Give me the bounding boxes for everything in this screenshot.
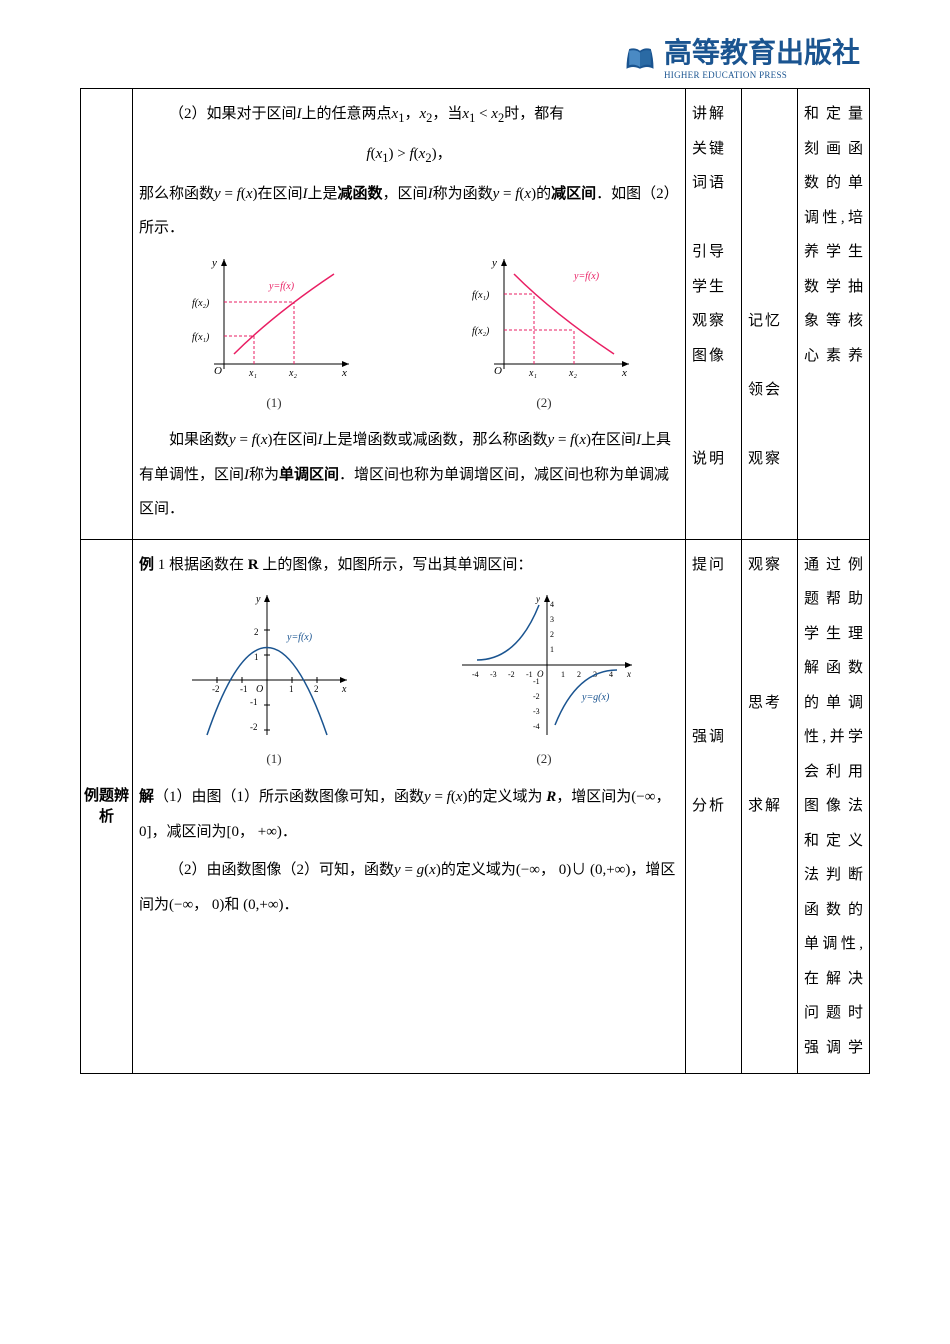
svg-text:1: 1 (254, 652, 259, 662)
publisher-name-en: HIGHER EDUCATION PRESS (664, 70, 860, 80)
svg-text:2: 2 (314, 684, 319, 694)
svg-text:y=f(x): y=f(x) (573, 271, 600, 282)
logo-text-block: 高等教育出版社 HIGHER EDUCATION PRESS (664, 40, 860, 80)
note-col: 和定量刻画函数的单调性,培养学生数学抽象等核心素养 (798, 89, 870, 540)
parabola-graph: O x y -2 -1 1 2 1 2 -1 -2 y=f(x) (182, 590, 352, 740)
svg-text:-4: -4 (533, 722, 540, 731)
fig-label: (1) (266, 388, 281, 418)
svg-text:1: 1 (289, 684, 294, 694)
student-col: 记忆 领会 观察 (742, 89, 798, 540)
svg-text:2: 2 (254, 627, 259, 637)
svg-text:-4: -4 (472, 670, 479, 679)
decreasing-graph: O x y y=f(x) x₁ x₂ f(x₁) f(x₂) (464, 254, 634, 384)
svg-text:4: 4 (609, 670, 613, 679)
publisher-name-cn: 高等教育出版社 (664, 40, 860, 68)
teacher-col: 提问 强调 分析 (686, 539, 742, 1074)
svg-text:-1: -1 (240, 684, 248, 694)
svg-text:y: y (255, 594, 261, 605)
row-label-empty (81, 89, 133, 540)
svg-text:y: y (535, 594, 540, 604)
svg-text:-1: -1 (250, 697, 258, 707)
solution-1: 解（1）由图（1）所示函数图像可知，函数y = f(x)的定义域为 R，增区间为… (139, 780, 679, 849)
svg-text:-2: -2 (508, 670, 515, 679)
svg-text:x: x (341, 684, 347, 695)
definition-cell: （2）如果对于区间I上的任意两点x1，x2，当x1 < x2时，都有 f(x1)… (133, 89, 686, 540)
book-icon (622, 40, 658, 76)
svg-text:x: x (621, 367, 627, 379)
svg-text:x₁: x₁ (528, 368, 537, 379)
example-statement: 例 1 根据函数在 R 上的图像，如图所示，写出其单调区间： (139, 548, 679, 583)
svg-text:-2: -2 (533, 692, 540, 701)
svg-text:3: 3 (550, 615, 554, 624)
svg-text:f(x₂): f(x₂) (192, 298, 210, 309)
svg-text:O: O (256, 684, 263, 695)
row-label: 例题辨析 (81, 539, 133, 1074)
page-header: 高等教育出版社 HIGHER EDUCATION PRESS (80, 40, 870, 80)
inequality: f(x1) > f(x2)， (139, 137, 679, 173)
table-row: 例题辨析 例 1 根据函数在 R 上的图像，如图所示，写出其单调区间： O x … (81, 539, 870, 1074)
publisher-logo: 高等教育出版社 HIGHER EDUCATION PRESS (622, 40, 860, 80)
svg-text:O: O (214, 365, 222, 377)
increasing-graph: O x y y=f(x) x₁ x₂ f(x₁) f(x₂) (184, 254, 354, 384)
svg-text:y: y (211, 257, 217, 269)
svg-text:2: 2 (577, 670, 581, 679)
svg-text:y=f(x): y=f(x) (286, 632, 313, 643)
figure-row-1: O x y y=f(x) x₁ x₂ f(x₁) f(x₂) (139, 254, 679, 384)
svg-text:y=f(x): y=f(x) (268, 281, 295, 292)
svg-text:f(x₂): f(x₂) (472, 326, 490, 337)
fig-label: (1) (266, 744, 281, 774)
teacher-col: 讲解关键词语 引导学生观察图像 说明 (686, 89, 742, 540)
def-line-1: （2）如果对于区间I上的任意两点x1，x2，当x1 < x2时，都有 (139, 97, 679, 133)
cubic-graph: O x y -4-3-2-1 1234 1234 -1-2-3-4 y=g(x) (457, 590, 637, 740)
table-row: （2）如果对于区间I上的任意两点x1，x2，当x1 < x2时，都有 f(x1)… (81, 89, 870, 540)
svg-text:x: x (626, 669, 631, 679)
svg-text:1: 1 (550, 645, 554, 654)
student-col: 观察 思考 求解 (742, 539, 798, 1074)
svg-text:2: 2 (550, 630, 554, 639)
example-cell: 例 1 根据函数在 R 上的图像，如图所示，写出其单调区间： O x y -2 -… (133, 539, 686, 1074)
svg-text:y=g(x): y=g(x) (581, 692, 610, 703)
svg-text:x₂: x₂ (568, 368, 577, 379)
svg-text:y: y (491, 257, 497, 269)
svg-text:x: x (341, 367, 347, 379)
svg-text:O: O (494, 365, 502, 377)
fig-label: (2) (536, 744, 551, 774)
monotone-def: 如果函数y = f(x)在区间I上是增函数或减函数，那么称函数y = f(x)在… (139, 423, 679, 527)
svg-text:-2: -2 (250, 722, 258, 732)
solution-2: （2）由函数图像（2）可知，函数y = g(x)的定义域为(−∞， 0)∪ (0… (139, 853, 679, 922)
note-col: 通过例题帮助学生理解函数的单调性,并学会利用图像法和定义法判断函数的单调性,在解… (798, 539, 870, 1074)
svg-text:f(x₁): f(x₁) (472, 290, 490, 301)
svg-text:-1: -1 (533, 677, 540, 686)
fig-label: (2) (536, 388, 551, 418)
svg-text:x₁: x₁ (248, 368, 257, 379)
figure-captions-2: (1) (2) (139, 744, 679, 774)
figure-captions-1: (1) (2) (139, 388, 679, 418)
figure-row-2: O x y -2 -1 1 2 1 2 -1 -2 y=f(x) (139, 590, 679, 740)
svg-text:-2: -2 (212, 684, 220, 694)
svg-text:f(x₁): f(x₁) (192, 332, 210, 343)
svg-text:4: 4 (550, 600, 554, 609)
svg-text:-1: -1 (526, 670, 533, 679)
def-line-2: 那么称函数y = f(x)在区间I上是减函数，区间I称为函数y = f(x)的减… (139, 177, 679, 246)
svg-text:-3: -3 (490, 670, 497, 679)
svg-text:x₂: x₂ (288, 368, 297, 379)
svg-text:1: 1 (561, 670, 565, 679)
lesson-table: （2）如果对于区间I上的任意两点x1，x2，当x1 < x2时，都有 f(x1)… (80, 88, 870, 1074)
svg-text:-3: -3 (533, 707, 540, 716)
